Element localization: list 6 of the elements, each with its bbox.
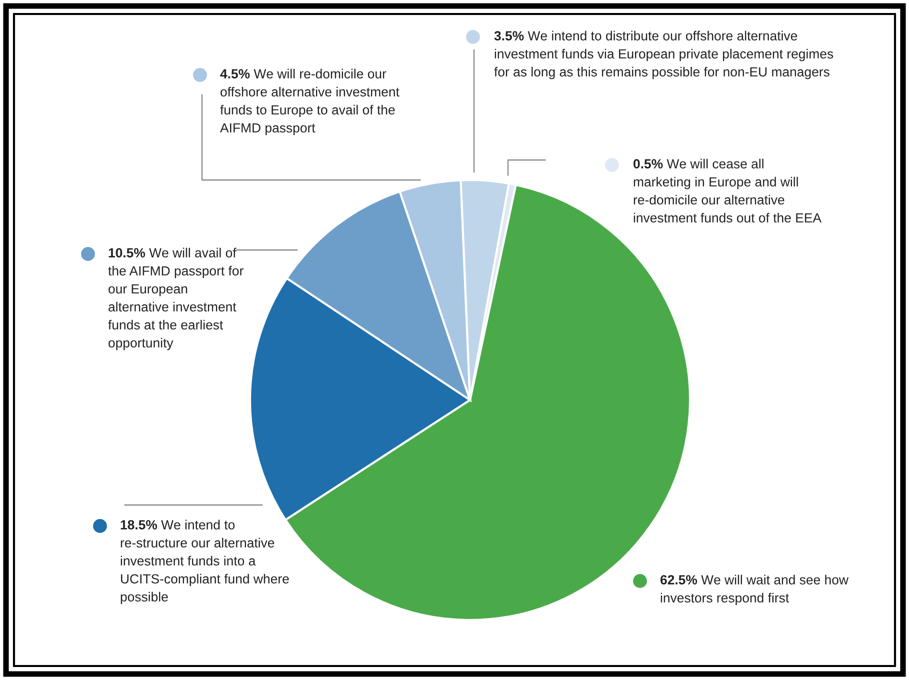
legend-label: 62.5% We will wait and see how investors respond first [660, 574, 849, 606]
legend-label: 3.5% We intend to distribute our offshore alternative investment funds via European private placement regimes for as long as this remains possible for non-EU managers [494, 30, 834, 80]
legend-label: 18.5% We intend to re-structure our alternative investment funds into a UCITS-compliant fund where possible [120, 520, 289, 604]
legend-label: 10.5% We will avail of the AIFMD passport for our European alternative investment funds at the earliest opportunity [108, 248, 244, 350]
legend-label: 4.5% We will re-domicile our offshore alternative investment funds to Europe to avail of the AIFMD passport [220, 68, 400, 136]
legend-label: 0.5% We will cease all marketing in Europe and will re-domicile our alternative investment funds out of the EEA [634, 158, 822, 223]
